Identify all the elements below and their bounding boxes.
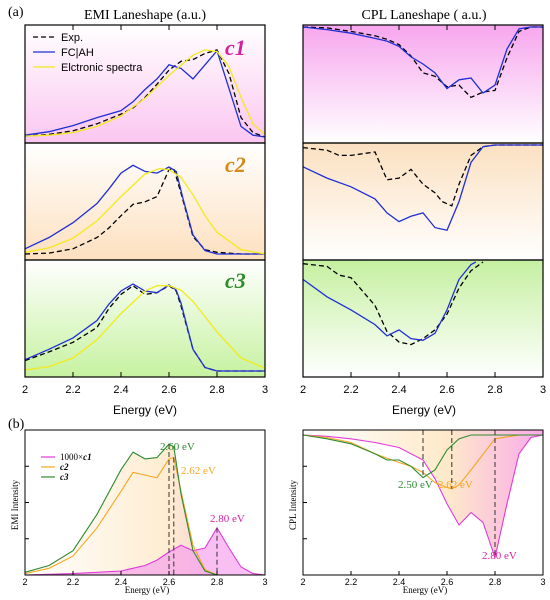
emi-b-c3-line	[24, 443, 265, 576]
cpl-row-bg-2	[303, 143, 543, 260]
emi-b-xtick-label-1: 2.2	[67, 577, 80, 587]
emi-row-bg-3	[25, 260, 265, 377]
cpl-title: CPL Laneshape ( a.u.)	[361, 8, 486, 23]
cpl-row-bg-1	[303, 25, 543, 143]
cpl-b-c1-line	[302, 434, 544, 560]
legend-b-c1-label: 1000×c1	[60, 452, 92, 462]
ann-cpl-c1: 2.80 eV	[482, 550, 517, 562]
emi-b-c2-line	[24, 456, 265, 576]
emi-xtick-label-1: 2.2	[65, 384, 80, 396]
emi-b-ylabel: EMI Intensity	[10, 479, 20, 530]
cpl-c3-exp-line	[302, 261, 484, 346]
emi-b-xtick-label-5: 3	[262, 577, 267, 587]
cpl-xtick-label-2: 2.4	[391, 384, 406, 396]
ann-emi-c1: 2.80 eV	[210, 513, 245, 525]
ann-emi-c3: 2.60 eV	[160, 441, 195, 453]
legend-fc-label: FC|AH	[61, 47, 94, 59]
cpl-b-fill	[303, 430, 543, 558]
emi-xtick-label-2: 2.4	[113, 384, 128, 396]
emi-b-xlabel: Energy (eV)	[125, 585, 170, 595]
emi-xtick-label-3: 2.6	[161, 384, 176, 396]
emi-row-frame-3	[24, 259, 266, 378]
cpl-xtick-label-0: 2	[300, 384, 306, 396]
emi-title: EMI Laneshape (a.u.)	[84, 8, 206, 23]
ann-cpl-c2: 2.62 eV	[438, 479, 473, 491]
legend-b-c1-suffix: c1	[83, 452, 92, 462]
emi-c3-fcah-line	[24, 283, 265, 372]
panel-b-label: (b)	[8, 417, 25, 432]
emi-xlabel: Energy (eV)	[113, 403, 177, 417]
cpl-b-c3-line	[302, 434, 543, 479]
emi-c2-elctronicspectra-line	[24, 168, 266, 255]
emi-xtick-label-4: 2.8	[209, 384, 224, 396]
emi-c2-exp-line	[24, 167, 265, 255]
legend-el-label: Elctronic spectra	[61, 62, 143, 74]
emi-b-c1-line	[24, 526, 266, 576]
emi-c1-exp-line	[24, 49, 266, 138]
cpl-b-xtick-label-2: 2.4	[393, 577, 406, 587]
row-label-c2: c2	[225, 152, 246, 177]
emi-c1-elctronicspectra-line	[24, 49, 266, 137]
emi-c3-elctronicspectra-line	[24, 285, 266, 371]
emi-xtick-label-0: 2	[22, 384, 28, 396]
cpl-c3-fcah-line	[302, 261, 477, 341]
emi-b-xtick-label-2: 2.4	[115, 577, 128, 587]
ann-emi-c2: 2.62 eV	[181, 465, 216, 477]
cpl-xtick-label-5: 3	[540, 384, 546, 396]
emi-b-xtick-label-0: 2	[22, 577, 27, 587]
cpl-xtick-label-1: 2.2	[343, 384, 358, 396]
ann-cpl-c3: 2.50 eV	[398, 479, 433, 491]
emi-c2-fcah-line	[24, 164, 265, 255]
emi-xtick-label-5: 3	[262, 384, 268, 396]
emi-b-xtick-label-4: 2.8	[211, 577, 224, 587]
cpl-b-c2-line	[302, 434, 543, 490]
cpl-b-xtick-label-0: 2	[300, 577, 305, 587]
cpl-c2-fcah-line	[302, 144, 543, 232]
emi-b-c1-fill	[25, 527, 265, 575]
cpl-c1-fcah-line	[302, 26, 543, 94]
panel-a-label: (a)	[8, 5, 24, 20]
legend-b-c1-prefix: 1000×	[60, 452, 83, 462]
legend-b-c2-label: c2	[60, 462, 69, 472]
cpl-b-xtick-label-5: 3	[540, 577, 545, 587]
cpl-b-xtick-label-3: 2.6	[441, 577, 454, 587]
legend-b: 1000×c1 c2 c3	[41, 452, 92, 482]
cpl-b-xlabel: Energy (eV)	[403, 585, 448, 595]
legend-b-c3-label: c3	[60, 472, 69, 482]
row-label-c3: c3	[225, 268, 246, 293]
cpl-b-ylabel: CPL Intensity	[288, 480, 298, 530]
cpl-row-frame-3	[302, 259, 544, 378]
cpl-b-xtick-label-1: 2.2	[345, 577, 358, 587]
legend-exp-label: Exp.	[61, 32, 83, 44]
cpl-xtick-label-4: 2.8	[487, 384, 502, 396]
cpl-xlabel: Energy (eV)	[392, 403, 456, 417]
row-label-c1: c1	[225, 35, 246, 60]
cpl-b-xtick-label-4: 2.8	[489, 577, 502, 587]
cpl-row-bg-3	[303, 260, 543, 377]
cpl-xtick-label-3: 2.6	[439, 384, 454, 396]
emi-b-xtick-label-3: 2.6	[163, 577, 176, 587]
legend-a: Exp. FC|AH Elctronic spectra	[33, 32, 143, 74]
emi-row-bg-1	[25, 25, 265, 143]
emi-c1-fcah-line	[24, 49, 266, 138]
